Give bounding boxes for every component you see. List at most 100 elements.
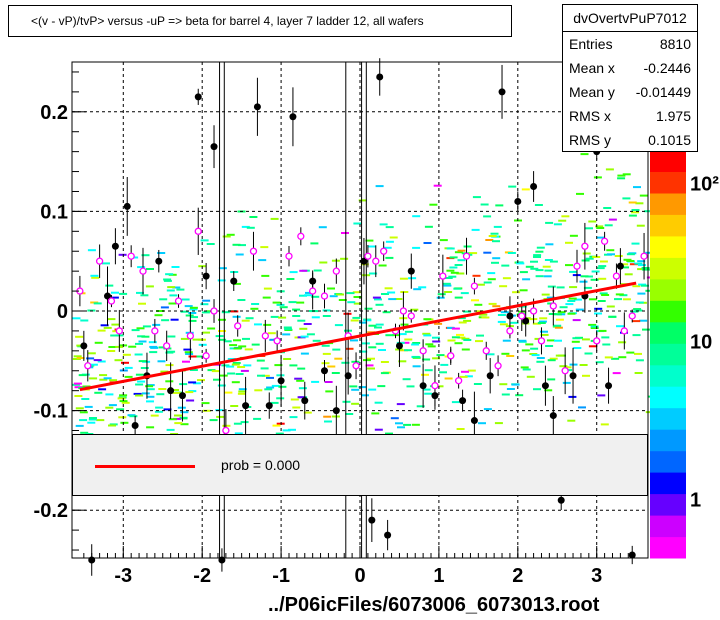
heatmap-bin <box>522 278 531 281</box>
heatmap-bin <box>299 327 308 330</box>
heatmap-bin <box>158 346 167 349</box>
heatmap-bin <box>512 291 521 294</box>
heatmap-bin <box>230 405 239 407</box>
heatmap-bin <box>641 267 650 269</box>
heatmap-bin <box>378 349 386 351</box>
heatmap-bin <box>572 337 581 340</box>
heatmap-bin <box>569 286 578 289</box>
x-tick-label: -2 <box>193 565 211 587</box>
heatmap-bin <box>645 411 654 414</box>
heatmap-bin <box>396 403 405 406</box>
heatmap-bin <box>491 261 499 264</box>
heatmap-bin <box>200 303 209 306</box>
stats-row-rms-x: RMS x 1.975 <box>563 104 697 128</box>
heatmap-bin <box>226 233 235 236</box>
palette-cell <box>650 257 686 280</box>
data-point-black <box>628 551 636 559</box>
heatmap-bin <box>608 218 617 221</box>
heatmap-bin <box>343 312 352 315</box>
heatmap-bin <box>637 292 646 295</box>
z-tick-label: 10 <box>690 331 712 353</box>
heatmap-bin <box>292 406 301 409</box>
heatmap-bin <box>97 360 106 363</box>
heatmap-bin <box>372 296 381 299</box>
heatmap-bin <box>475 310 484 313</box>
profile-point <box>612 272 621 280</box>
heatmap-bin <box>549 357 558 360</box>
legend-entry: prob = 0.000 <box>221 457 301 473</box>
heatmap-bin <box>451 336 460 339</box>
heatmap-bin <box>581 338 590 341</box>
heatmap-bin <box>632 320 641 323</box>
heatmap-bin <box>628 201 637 204</box>
heatmap-bin <box>121 361 129 364</box>
heatmap-bin <box>520 366 529 369</box>
heatmap-bin <box>453 287 462 290</box>
heatmap-bin <box>270 217 279 220</box>
heatmap-bin <box>634 262 643 265</box>
profile-point <box>462 252 471 260</box>
y-tick-label: 0 <box>57 301 68 323</box>
heatmap-bin <box>120 421 129 424</box>
heatmap-bin <box>558 219 567 222</box>
data-point-black <box>194 93 202 101</box>
heatmap-bin <box>588 323 597 326</box>
heatmap-bin <box>510 321 519 324</box>
heatmap-bin <box>501 393 510 396</box>
heatmap-bin <box>537 322 546 324</box>
heatmap-bin <box>108 404 117 407</box>
heatmap-bin <box>185 391 194 394</box>
heatmap-bin <box>298 387 307 390</box>
heatmap-bin <box>192 382 201 385</box>
heatmap-bin <box>269 338 278 341</box>
heatmap-bin <box>501 264 510 267</box>
heatmap-bin <box>149 351 158 354</box>
heatmap-bin <box>209 419 218 422</box>
heatmap-bin <box>233 422 242 425</box>
data-point-black <box>419 382 427 390</box>
heatmap-bin <box>260 367 269 370</box>
heatmap-bin <box>413 288 422 291</box>
heatmap-bin <box>488 235 497 237</box>
heatmap-bin <box>180 423 189 426</box>
heatmap-bin <box>140 294 149 297</box>
heatmap-bin <box>435 385 444 388</box>
profile-point <box>364 252 372 260</box>
heatmap-bin <box>581 259 590 262</box>
profile-point <box>127 252 135 260</box>
heatmap-bin <box>118 416 127 419</box>
palette-cell <box>650 493 686 516</box>
heatmap-bin <box>443 284 452 287</box>
heatmap-bin <box>569 234 578 237</box>
profile-point <box>194 227 202 235</box>
heatmap-bin <box>544 389 553 392</box>
heatmap-bin <box>303 323 312 325</box>
heatmap-bin <box>358 199 367 202</box>
heatmap-bin <box>179 417 188 420</box>
profile-point <box>95 257 104 265</box>
heatmap-bin <box>363 359 371 362</box>
heatmap-bin <box>439 371 447 374</box>
heatmap-bin <box>300 335 309 338</box>
heatmap-bin <box>266 376 274 379</box>
data-point-black <box>167 387 175 395</box>
heatmap-bin <box>492 305 501 308</box>
heatmap-bin <box>476 334 484 337</box>
heatmap-bin <box>94 341 103 344</box>
heatmap-bin <box>617 174 626 177</box>
heatmap-bin <box>533 254 542 257</box>
palette-cell <box>650 364 686 387</box>
data-point-black <box>123 202 131 210</box>
stats-row-mean-y: Mean y -0.01449 <box>563 80 697 104</box>
data-point-black <box>557 496 565 504</box>
heatmap-bin <box>152 323 161 326</box>
heatmap-bin <box>487 278 496 281</box>
heatmap-bin <box>469 252 478 255</box>
heatmap-bin <box>424 225 433 228</box>
x-tick-label: 3 <box>591 565 602 587</box>
heatmap-bin <box>368 346 377 349</box>
heatmap-bin <box>140 367 149 369</box>
heatmap-bin <box>276 397 285 400</box>
palette-cell <box>650 450 686 473</box>
heatmap-bin <box>604 224 613 227</box>
